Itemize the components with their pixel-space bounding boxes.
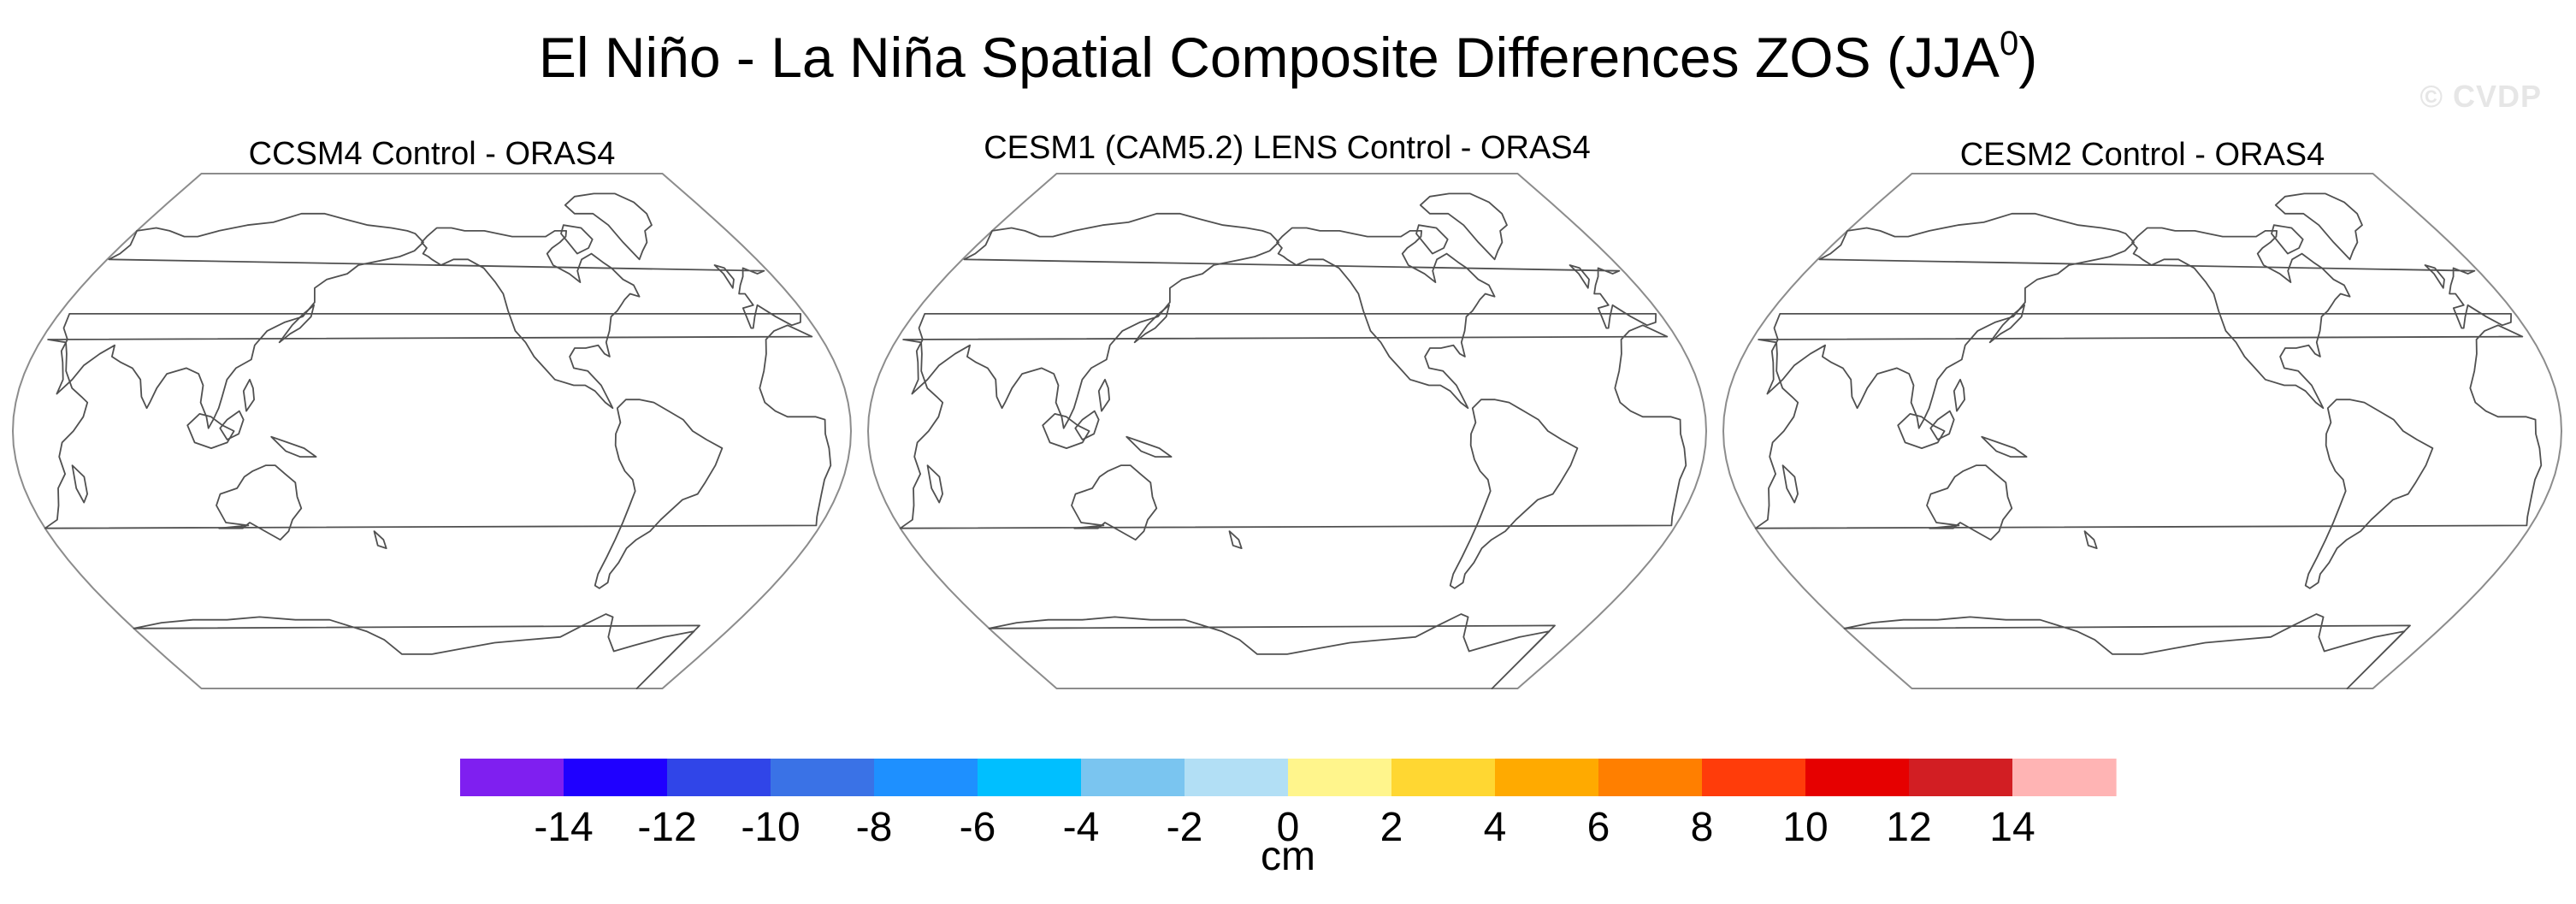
map-outline	[866, 173, 1708, 689]
coastline-indonesia	[1042, 413, 1090, 449]
map-panel-cesm1	[866, 173, 1708, 689]
colorbar-swatch	[874, 759, 978, 796]
map-outline	[11, 173, 853, 689]
coastline-new-guinea	[270, 435, 317, 458]
map-panel-cesm2	[1722, 173, 2563, 689]
coastline-new-zealand	[373, 530, 387, 549]
coastline-borneo	[219, 410, 245, 440]
coastline-south-america	[2304, 399, 2434, 589]
coastline-africa	[1754, 324, 2543, 529]
coastline-philippines	[242, 378, 255, 412]
coastline-south-america	[1449, 399, 1579, 589]
coastline-north-america	[1276, 227, 1496, 410]
coastline-australia	[1071, 464, 1158, 541]
colorbar-swatch	[1702, 759, 1806, 796]
coastline-australia	[216, 464, 303, 541]
colorbar-swatch	[2012, 759, 2117, 796]
colorbar-swatch	[771, 759, 875, 796]
coastline-antarctica	[1843, 613, 2411, 689]
coastline-borneo	[1929, 410, 1955, 440]
coastline-uk	[2424, 264, 2445, 289]
coastline-baffin	[560, 224, 594, 255]
coastline-baffin	[2271, 224, 2304, 255]
colorbar-swatch	[1805, 759, 1910, 796]
panel-title-cesm1: CESM1 (CAM5.2) LENS Control - ORAS4	[984, 130, 1591, 166]
coastline-indonesia	[1897, 413, 1946, 449]
coastline-philippines	[1953, 378, 1965, 412]
coastline-uk	[1569, 264, 1590, 289]
coastline-africa	[44, 324, 832, 529]
main-title-text: El Niño - La Niña Spatial Composite Diff…	[538, 26, 2000, 89]
colorbar-swatch	[1909, 759, 2013, 796]
colorbar-swatch	[667, 759, 771, 796]
coastline-new-zealand	[2083, 530, 2098, 549]
coastline-greenland	[564, 192, 653, 261]
coastline-north-america	[2131, 227, 2351, 410]
colorbar-swatch	[1288, 759, 1392, 796]
coastline-antarctica	[988, 613, 1556, 689]
coastline-north-america	[421, 227, 641, 410]
panel-title-ccsm4: CCSM4 Control - ORAS4	[248, 136, 616, 172]
cvdp-watermark: © CVDP	[2419, 79, 2542, 114]
colorbar-swatch	[1185, 759, 1289, 796]
coastline-madagascar	[926, 464, 943, 504]
coastline-indonesia	[186, 413, 235, 449]
coastline-eurasia	[56, 212, 801, 429]
coastline-japan	[1988, 304, 2025, 344]
coastline-borneo	[1074, 410, 1100, 440]
colorbar-unit-label: cm	[1261, 834, 1315, 879]
colorbar-swatch	[564, 759, 668, 796]
coastline-eurasia	[1766, 212, 2512, 429]
coastline-south-america	[594, 399, 724, 589]
coastline-antarctica	[133, 613, 700, 689]
map-panel-ccsm4	[11, 173, 853, 689]
coastline-japan	[1133, 304, 1170, 344]
coastline-africa	[899, 324, 1687, 529]
coastline-baffin	[1415, 224, 1449, 255]
coastline-greenland	[2274, 192, 2363, 261]
colorbar-swatch	[978, 759, 1082, 796]
colorbar-swatch	[1495, 759, 1599, 796]
main-title-superscript: 0	[1999, 25, 2019, 62]
coastline-madagascar	[1781, 464, 1799, 504]
colorbar-swatch	[1391, 759, 1496, 796]
coastline-uk	[713, 264, 735, 289]
coastline-new-guinea	[1981, 435, 2028, 458]
colorbar-swatch	[1598, 759, 1703, 796]
coastline-eurasia	[911, 212, 1657, 429]
coastline-japan	[278, 304, 315, 344]
map-outline	[1722, 173, 2563, 689]
coastline-new-zealand	[1228, 530, 1243, 549]
colorbar-swatch	[460, 759, 564, 796]
coastline-philippines	[1097, 378, 1110, 412]
coastline-new-guinea	[1126, 435, 1173, 458]
main-title: El Niño - La Niña Spatial Composite Diff…	[0, 19, 2576, 96]
coastline-australia	[1926, 464, 2013, 541]
coastline-madagascar	[71, 464, 88, 504]
coastline-greenland	[1419, 192, 1508, 261]
colorbar-swatch	[1081, 759, 1185, 796]
panel-title-cesm2: CESM2 Control - ORAS4	[1959, 137, 2325, 173]
main-title-close: )	[2018, 26, 2038, 89]
